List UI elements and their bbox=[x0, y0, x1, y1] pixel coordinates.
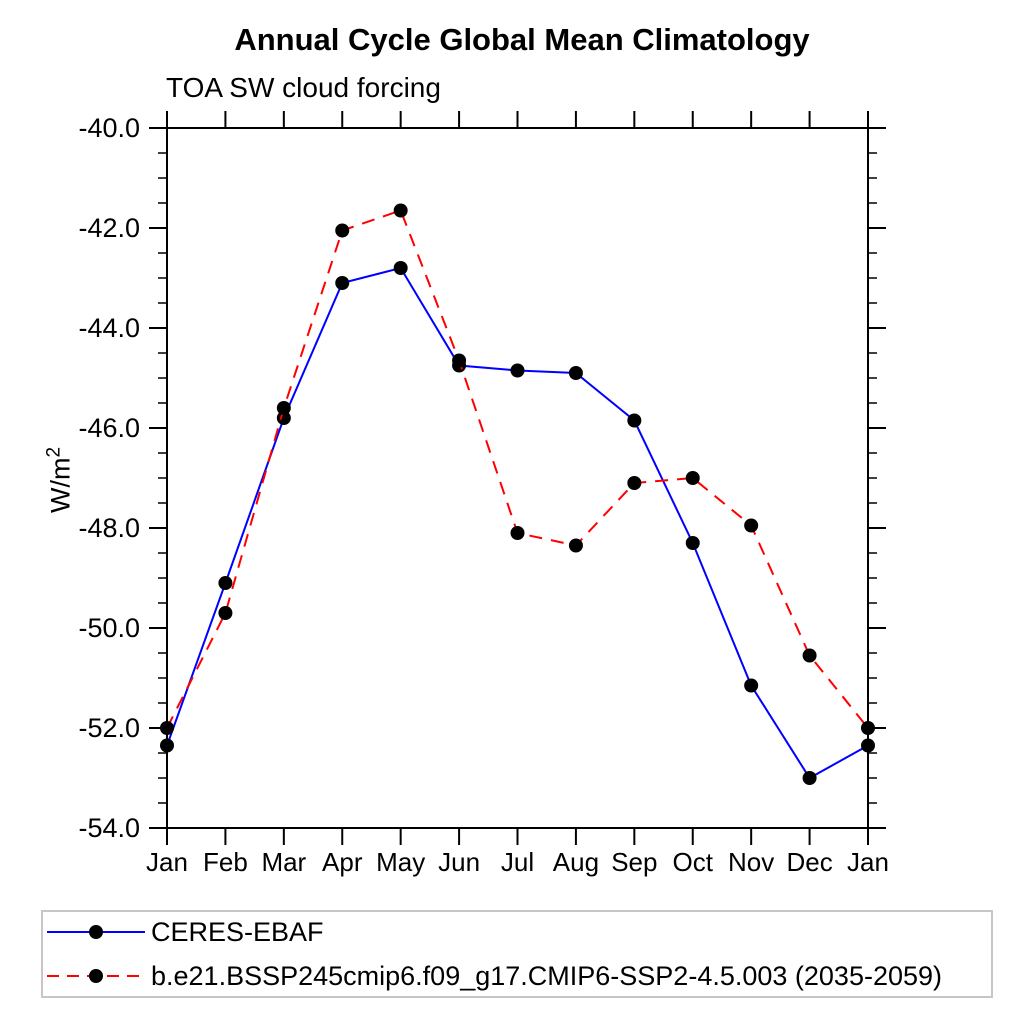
data-point-ceres-ebaf bbox=[627, 413, 642, 428]
data-point-ceres-ebaf bbox=[393, 261, 408, 275]
x-tick-label: Jun bbox=[438, 847, 480, 877]
data-point-b-e21-bssp245cmip6-f09-g17-cmip6-ssp2-4- bbox=[802, 648, 817, 663]
y-tick-label: -44.0 bbox=[78, 313, 140, 343]
y-tick-label: -52.0 bbox=[78, 713, 140, 743]
data-point-ceres-ebaf bbox=[218, 576, 233, 590]
chart-subtitle: TOA SW cloud forcing bbox=[166, 72, 441, 103]
data-point-b-e21-bssp245cmip6-f09-g17-cmip6-ssp2-4- bbox=[685, 471, 700, 485]
series-line-ceres-ebaf bbox=[166, 266, 869, 780]
x-tick-label: May bbox=[376, 847, 425, 877]
x-axis-tick-labels: Jan Feb Mar Apr May Jun Jul Aug Sep Oct Nov Dec Jan bbox=[146, 847, 889, 877]
plot-frame bbox=[166, 127, 869, 829]
data-point-ceres-ebaf bbox=[861, 738, 875, 753]
legend-entry-model: b.e21.BSSP245cmip6.f09_g17.CMIP6-SSP2-4.… bbox=[43, 956, 991, 996]
y-axis-ticks bbox=[149, 127, 886, 829]
y-tick-label: -54.0 bbox=[78, 813, 140, 843]
y-tick-label: -50.0 bbox=[78, 613, 140, 643]
data-point-b-e21-bssp245cmip6-f09-g17-cmip6-ssp2-4- bbox=[218, 606, 233, 620]
data-point-b-e21-bssp245cmip6-f09-g17-cmip6-ssp2-4- bbox=[568, 538, 583, 553]
chart-title: Annual Cycle Global Mean Climatology bbox=[234, 22, 810, 57]
x-tick-label: Jan bbox=[146, 847, 188, 877]
data-point-ceres-ebaf bbox=[802, 771, 817, 785]
data-point-b-e21-bssp245cmip6-f09-g17-cmip6-ssp2-4- bbox=[452, 353, 467, 368]
legend-key-solid-line-icon bbox=[47, 925, 145, 939]
data-point-ceres-ebaf bbox=[568, 366, 583, 380]
legend-box: CERES-EBAF b.e21.BSSP245cmip6.f09_g17.CM… bbox=[41, 910, 993, 998]
data-point-b-e21-bssp245cmip6-f09-g17-cmip6-ssp2-4- bbox=[335, 223, 350, 238]
data-point-ceres-ebaf bbox=[744, 678, 759, 693]
x-axis-ticks bbox=[166, 111, 869, 845]
data-point-ceres-ebaf bbox=[276, 411, 291, 425]
y-tick-label: -40.0 bbox=[78, 113, 140, 143]
legend-label-ceres-ebaf: CERES-EBAF bbox=[151, 916, 324, 947]
series-ceres-ebaf bbox=[160, 261, 875, 785]
y-axis-tick-labels: -40.0 -42.0 -44.0 -46.0 -48.0 -50.0 -52.0 -54.0 bbox=[78, 113, 140, 843]
x-tick-label: Sep bbox=[611, 847, 657, 877]
series-b-e21-bssp245cmip6-f09-g17-cmip6-ssp2-4- bbox=[160, 203, 875, 735]
x-tick-label: Aug bbox=[553, 847, 599, 877]
data-point-b-e21-bssp245cmip6-f09-g17-cmip6-ssp2-4- bbox=[276, 401, 291, 415]
y-tick-label: -48.0 bbox=[78, 513, 140, 543]
x-tick-label: Jan bbox=[847, 847, 889, 877]
x-tick-label: Jul bbox=[501, 847, 534, 877]
legend-entry-ceres-ebaf: CERES-EBAF bbox=[43, 912, 991, 952]
legend-key-dashed-line-icon bbox=[47, 969, 145, 983]
legend-label-model: b.e21.BSSP245cmip6.f09_g17.CMIP6-SSP2-4.… bbox=[151, 960, 943, 991]
y-tick-label: -42.0 bbox=[78, 213, 140, 243]
data-point-b-e21-bssp245cmip6-f09-g17-cmip6-ssp2-4- bbox=[627, 476, 642, 490]
data-point-ceres-ebaf bbox=[685, 536, 700, 550]
data-point-ceres-ebaf bbox=[335, 276, 350, 290]
data-point-b-e21-bssp245cmip6-f09-g17-cmip6-ssp2-4- bbox=[744, 518, 759, 533]
x-tick-label: Nov bbox=[728, 847, 774, 877]
data-point-b-e21-bssp245cmip6-f09-g17-cmip6-ssp2-4- bbox=[393, 203, 408, 218]
y-tick-label: -46.0 bbox=[78, 413, 140, 443]
data-point-b-e21-bssp245cmip6-f09-g17-cmip6-ssp2-4- bbox=[510, 526, 525, 540]
x-tick-label: Mar bbox=[261, 847, 306, 877]
x-tick-label: Dec bbox=[786, 847, 832, 877]
x-tick-label: Apr bbox=[322, 847, 363, 877]
data-point-ceres-ebaf bbox=[160, 738, 174, 753]
x-tick-label: Oct bbox=[673, 847, 714, 877]
series-line-b-e21-bssp245cmip6-f09-g17-cmip6-ssp2-4- bbox=[166, 209, 869, 729]
x-tick-label: Feb bbox=[203, 847, 248, 877]
data-point-b-e21-bssp245cmip6-f09-g17-cmip6-ssp2-4- bbox=[160, 721, 174, 735]
data-point-b-e21-bssp245cmip6-f09-g17-cmip6-ssp2-4- bbox=[861, 721, 875, 735]
data-point-ceres-ebaf bbox=[510, 363, 525, 378]
